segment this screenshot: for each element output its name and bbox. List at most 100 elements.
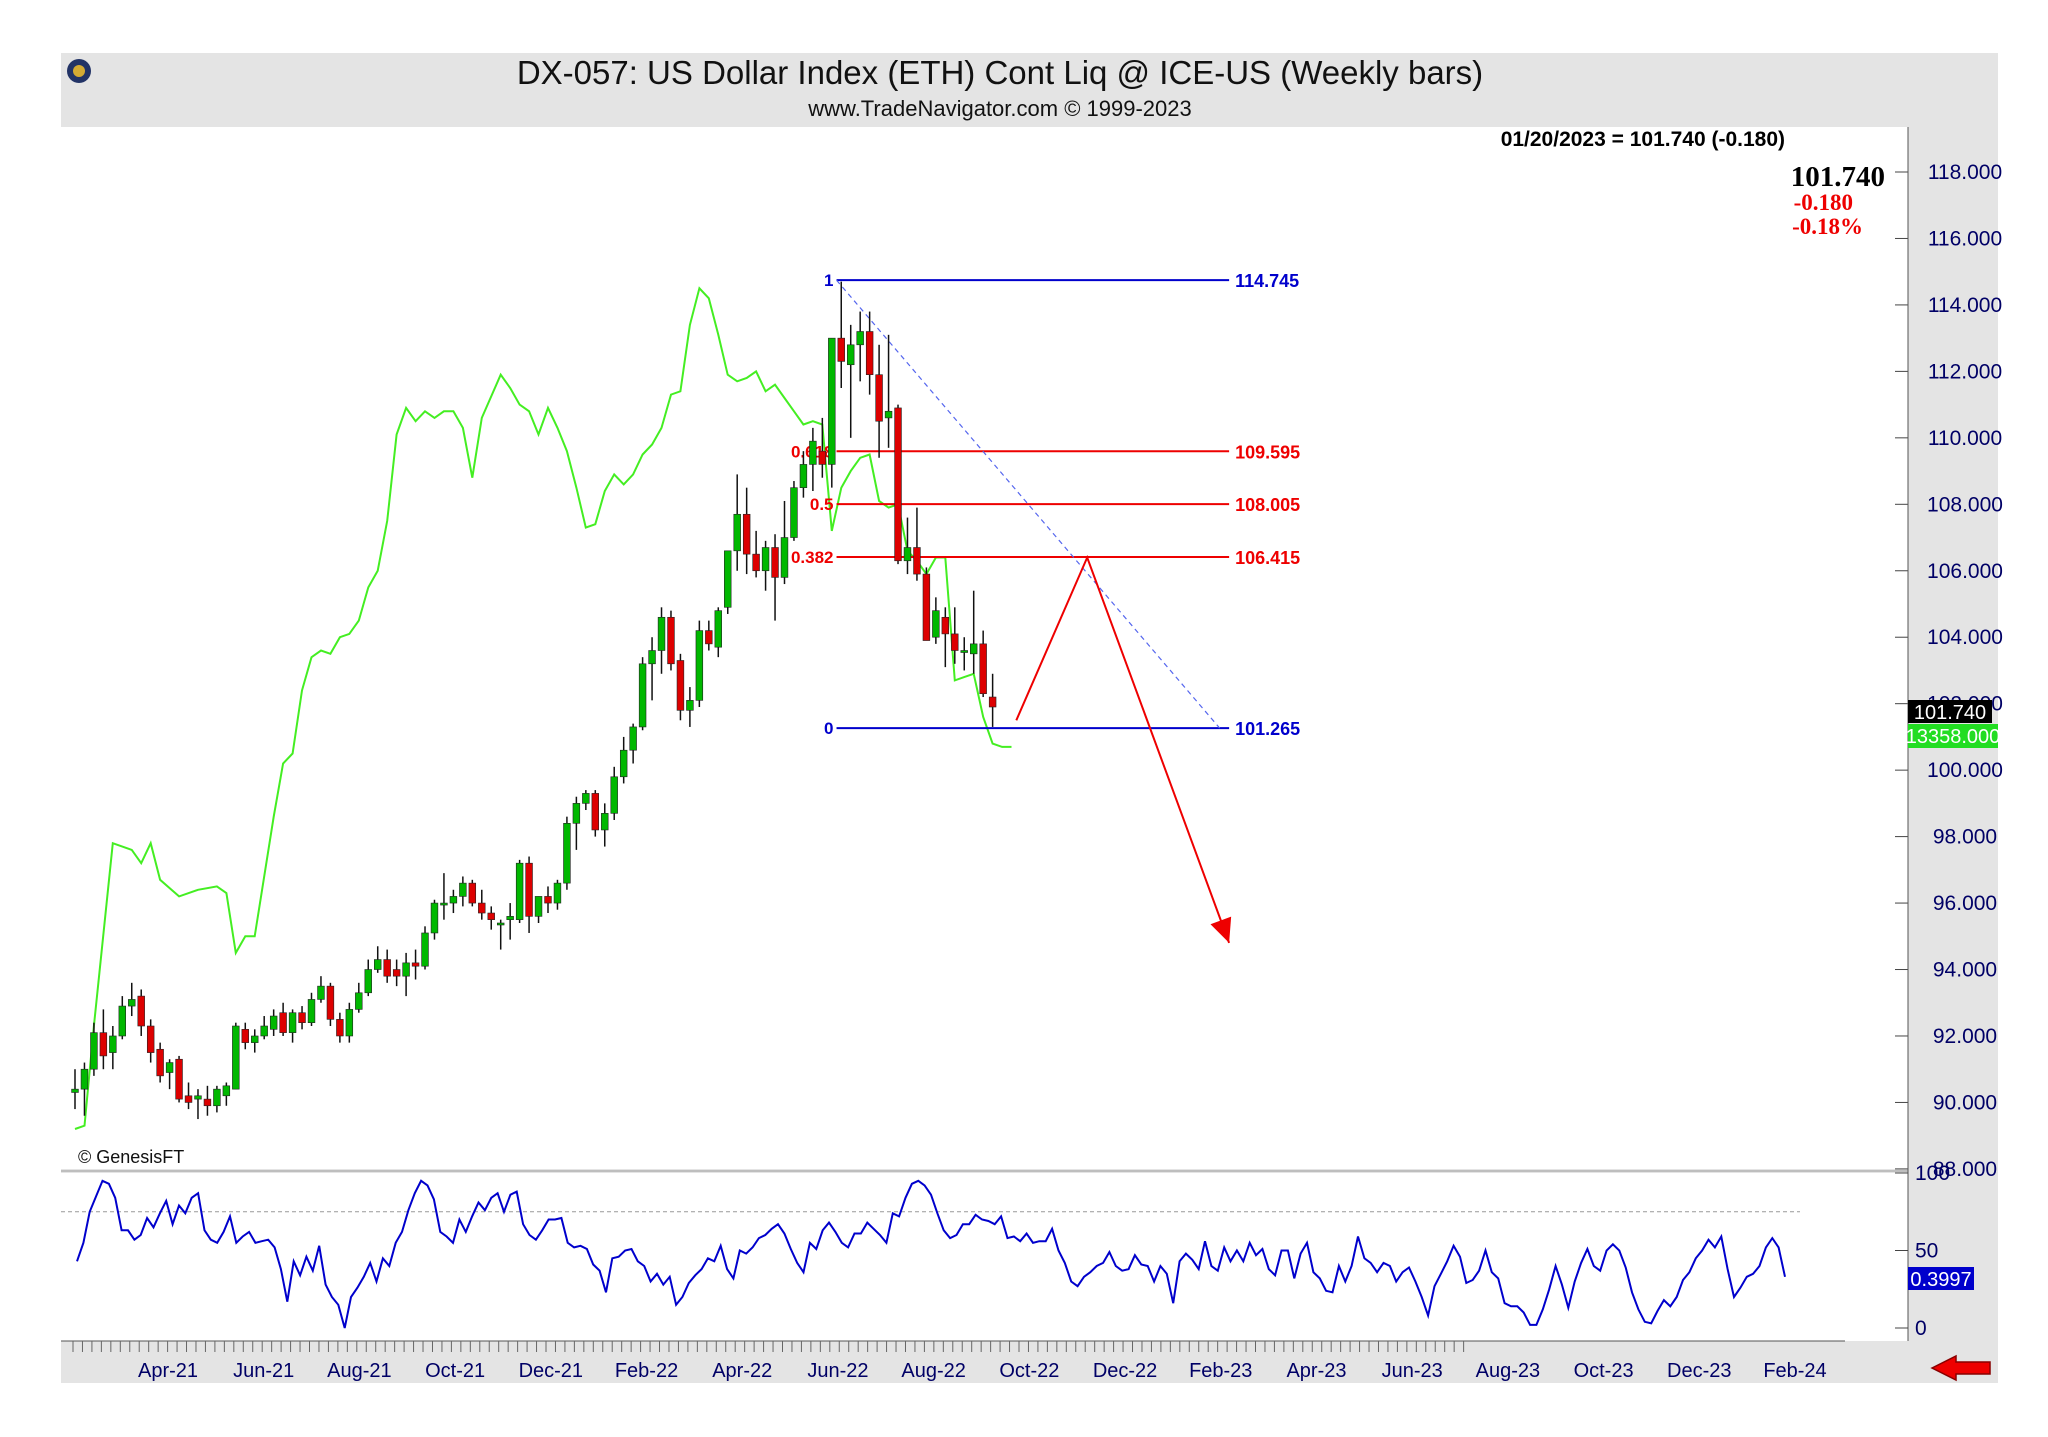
candle [440,873,448,920]
candle-body [903,547,912,562]
candle-body [421,932,429,967]
date-axis-label: Dec-22 [1093,1360,1157,1382]
candle [345,1002,354,1043]
price-axis-label: 92.000 [1933,1025,1997,1048]
candle-body [118,1005,127,1037]
date-axis-label: Oct-23 [1574,1360,1634,1382]
candle-body [411,962,420,967]
candle [742,487,751,575]
candle [828,337,836,488]
candle [99,1009,108,1070]
candle [922,567,931,641]
last-price-tag-text: 101.740 [1914,702,1986,724]
candle-body [951,633,959,651]
candle-body [771,547,779,578]
candle [865,311,874,395]
candle-body [875,374,883,422]
candle-body [345,1009,354,1037]
candle-body [988,696,997,708]
candle [790,481,798,541]
candle [355,982,363,1013]
candle-body [222,1085,231,1097]
candle [496,919,505,950]
date-axis-label: Dec-23 [1667,1360,1731,1382]
date-axis: Apr-21 Jun-21 Aug-21 Oct-21 Dec-21 Feb-22 Apr-… [61,1340,1845,1382]
candle [582,790,590,811]
candle [213,1085,221,1113]
candle-body [705,630,713,645]
candle [932,597,940,644]
candle [364,959,372,997]
candle [109,1026,117,1070]
candle [392,959,401,987]
candle [705,620,713,651]
candle [307,992,316,1027]
candle-body [648,650,656,665]
candle-body [724,550,732,608]
candle-body [194,1095,202,1100]
candle-body [364,969,372,994]
candle-body [525,862,533,917]
candle-body [913,547,921,575]
candle-body [667,616,675,665]
candle [733,474,741,571]
candle-body [241,1029,249,1043]
candle-body [90,1032,98,1070]
candle [619,736,628,784]
fib-value-label: 106.415 [1235,548,1300,568]
date-axis-label: Jun-21 [233,1360,294,1382]
candle [251,1029,259,1053]
candle-body [213,1088,221,1107]
candle-body [496,922,505,926]
candle [913,507,921,581]
candle-body [856,331,864,346]
candle-body [137,995,145,1027]
oscillator-panel [61,1173,1908,1341]
candle-body [279,1012,287,1033]
price-axis-label: 114.000 [1928,294,2002,317]
candle-body [761,547,770,572]
candle-body [686,700,694,711]
candle [383,949,391,983]
candle-body [809,440,817,465]
candle [903,517,912,575]
candle-body [146,1025,155,1053]
candle-body [80,1068,89,1090]
oscillator-axis-label: 50 [1915,1240,1938,1263]
fib-value-label: 101.265 [1235,719,1300,739]
candle-body [288,1012,297,1033]
date-axis-label: Jun-22 [807,1360,868,1382]
candle [591,790,600,837]
date-axis-label: Oct-22 [999,1360,1059,1382]
candle-body [837,337,845,362]
candle-body [355,992,363,1010]
candle-body [307,999,316,1023]
candle [80,1062,89,1116]
candle [676,653,685,721]
date-axis-label: Feb-24 [1763,1360,1826,1382]
candle-body [336,1019,344,1037]
date-axis-label: Aug-23 [1476,1360,1541,1382]
candle-body [468,882,477,904]
fib-value-label: 114.745 [1235,271,1299,291]
fib-ratio-label: 1 [824,271,833,290]
candle-body [619,749,628,778]
candle [515,859,524,923]
candle [818,417,827,478]
last-price-tag: 101.740 [1908,700,1992,724]
candle-body [317,985,325,1000]
scroll-right-arrow-icon[interactable] [1930,1354,1991,1382]
candle-body [591,793,600,831]
candle-body [506,916,514,920]
candle [184,1082,193,1110]
candle-body [629,726,637,751]
price-axis-label: 116.000 [1928,227,2002,250]
price-change: -0.180 [1794,190,1853,215]
candle [298,1006,306,1030]
candle-body [99,1032,108,1057]
fib-ratio-label: 0.382 [791,548,834,567]
candle-body [374,959,382,970]
candle [288,1009,297,1043]
candle-body [676,660,685,711]
candle [572,796,581,850]
